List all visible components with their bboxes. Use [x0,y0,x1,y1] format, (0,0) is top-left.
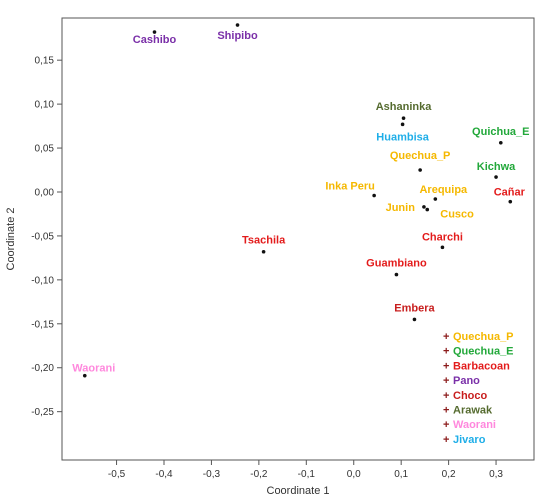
data-point [422,205,426,209]
data-point [82,373,87,378]
plot-frame [61,17,535,461]
legend-entry: Quechua_E [453,346,514,358]
legend-marker: + [443,346,449,358]
data-point [235,23,240,27]
point-label: Quichua_E [472,126,529,138]
point-label: Cañar [494,187,526,199]
point-label: Cashibo [133,34,177,46]
x-tick-label: -0,4 [155,469,173,480]
legend-entry: Jivaro [453,434,486,446]
legend-entry: Pano [453,375,480,387]
point-label: Guambiano [366,258,427,270]
data-point [498,140,503,145]
data-point [425,207,430,212]
legend-marker: + [443,375,449,387]
x-tick-label: -0,2 [250,469,268,480]
x-axis: -0,5 -0,4 -0,3 -0,2 -0,1 0,0 0,1 0,2 0,3 [108,460,503,480]
data-point [508,199,513,204]
point-label: Embera [394,302,435,314]
x-tick-label: 0,0 [347,469,361,480]
point-label: Cusco [440,209,474,221]
data-point [412,317,417,322]
point-label: Huambisa [376,131,429,143]
y-tick-label: 0,05 [35,144,55,155]
legend-entry: Barbacoan [453,360,510,372]
y-tick-label: -0,10 [31,275,54,286]
y-tick-label: 0,00 [35,187,55,198]
y-tick-label: -0,15 [31,319,54,330]
y-axis: 0,15 0,10 0,05 0,00 -0,05 -0,10 -0,15 -0,20 -0,2… [31,56,62,418]
legend-marker: + [443,419,449,431]
x-tick-label: -0,5 [108,469,126,480]
legend-marker: + [443,390,449,402]
data-point [401,116,406,120]
point-label: Charchi [422,231,463,243]
y-tick-label: -0,25 [31,407,54,418]
data-point [418,168,422,172]
point-label: Tsachila [242,235,286,247]
x-tick-label: 0,1 [394,469,408,480]
data-points: Cashibo Shipibo Ashaninka Huambisa Quichua_E… [72,23,530,378]
data-point [440,245,445,250]
legend: + Quechua_P + Quechua_E + Barbacoan + Pano + Choc… [443,331,514,446]
data-point [400,122,405,127]
x-axis-title: Coordinate 1 [267,485,330,497]
legend-entry: Arawak [453,405,493,417]
data-point [261,249,266,254]
y-tick-label: 0,15 [35,56,55,67]
legend-entry: Waorani [453,419,496,431]
point-label: Inka Peru [325,181,375,193]
legend-marker: + [443,434,449,446]
y-tick-label: -0,20 [31,363,54,374]
data-point [152,30,157,34]
data-point [433,197,438,201]
data-point [372,193,376,198]
point-label: Kichwa [477,161,516,173]
point-label: Ashaninka [376,101,433,113]
data-point [394,272,399,277]
point-label: Quechua_P [390,150,451,162]
x-tick-label: -0,3 [203,469,221,480]
point-label: Arequipa [419,184,468,196]
legend-marker: + [443,405,449,417]
x-tick-label: -0,1 [298,469,316,480]
legend-entry: Quechua_P [453,331,514,343]
legend-entry: Choco [453,390,488,402]
y-axis-title: Coordinate 2 [5,208,17,271]
point-label: Waorani [72,363,115,375]
x-tick-label: 0,2 [442,469,456,480]
y-tick-label: -0,05 [31,231,54,242]
x-tick-label: 0,3 [489,469,503,480]
point-label: Junin [386,202,416,214]
data-point [494,175,498,179]
legend-marker: + [443,360,449,372]
point-label: Shipibo [217,30,258,42]
y-tick-label: 0,10 [35,100,55,111]
legend-marker: + [443,331,449,343]
